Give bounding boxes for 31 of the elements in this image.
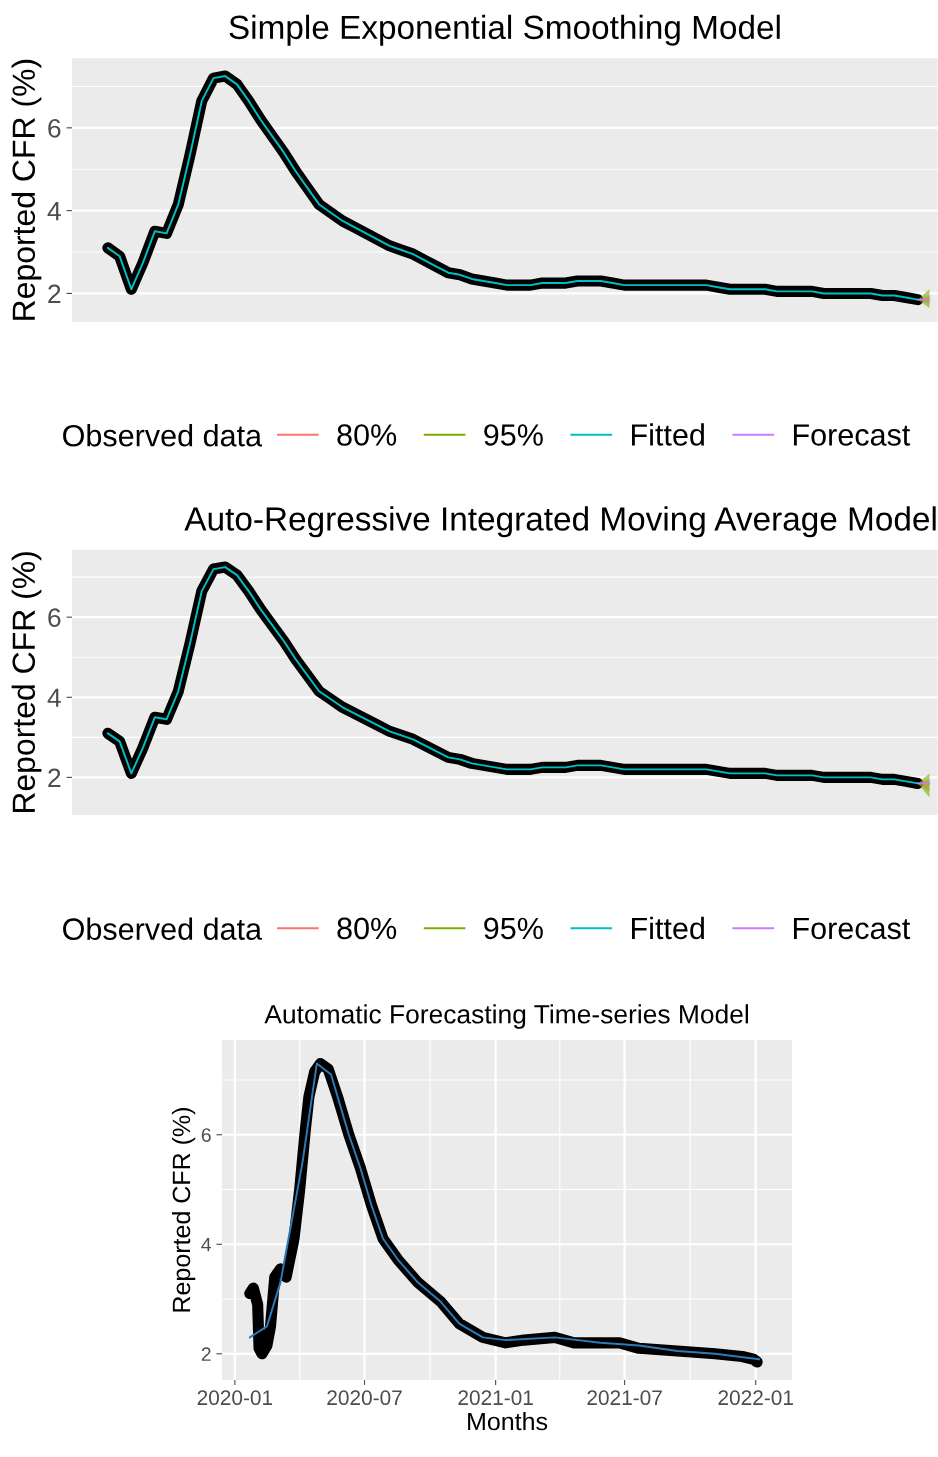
legend-label: 95% [484, 424, 543, 446]
legend-label: Fitted [631, 423, 704, 446]
x-tick-label: 2020-01 [197, 1390, 273, 1406]
y-axis-title: Reported CFR (%) [11, 59, 42, 320]
legend-label: 80% [337, 424, 397, 446]
x-tick-label: 2020-07 [327, 1390, 402, 1406]
legend-title: Observed data [63, 424, 263, 447]
chart-title: Simple Exponential Smoothing Model [229, 14, 780, 46]
y-tick-label: 6 [48, 608, 61, 627]
y-tick-label: 4 [47, 688, 61, 707]
legend-label: 80% [337, 917, 397, 940]
y-tick-label: 2 [48, 768, 61, 787]
y-tick-label: 2 [201, 1347, 211, 1361]
y-tick-label: 6 [48, 118, 61, 138]
y-tick-label: 4 [201, 1237, 212, 1252]
x-axis-title: Months [468, 1411, 548, 1431]
y-axis-title: Reported CFR (%) [171, 1108, 196, 1312]
legend-label: 95% [484, 917, 543, 940]
chart-title: Automatic Forecasting Time-series Model [264, 1004, 749, 1029]
legend-label: Forecast [793, 424, 911, 446]
chart-title: Auto-Regressive Integrated Moving Average Model [184, 506, 936, 538]
y-tick-label: 4 [47, 202, 61, 221]
legend-title: Observed data [63, 917, 263, 940]
y-axis-title: Reported CFR (%) [11, 552, 42, 813]
legend-label: Fitted [631, 916, 704, 940]
x-tick-label: 2022-01 [718, 1390, 793, 1406]
legend-label: Forecast [793, 917, 911, 940]
x-tick-label: 2021-01 [458, 1390, 533, 1406]
y-tick-label: 2 [48, 284, 61, 303]
y-tick-label: 6 [201, 1128, 211, 1142]
x-tick-label: 2021-07 [587, 1390, 662, 1406]
